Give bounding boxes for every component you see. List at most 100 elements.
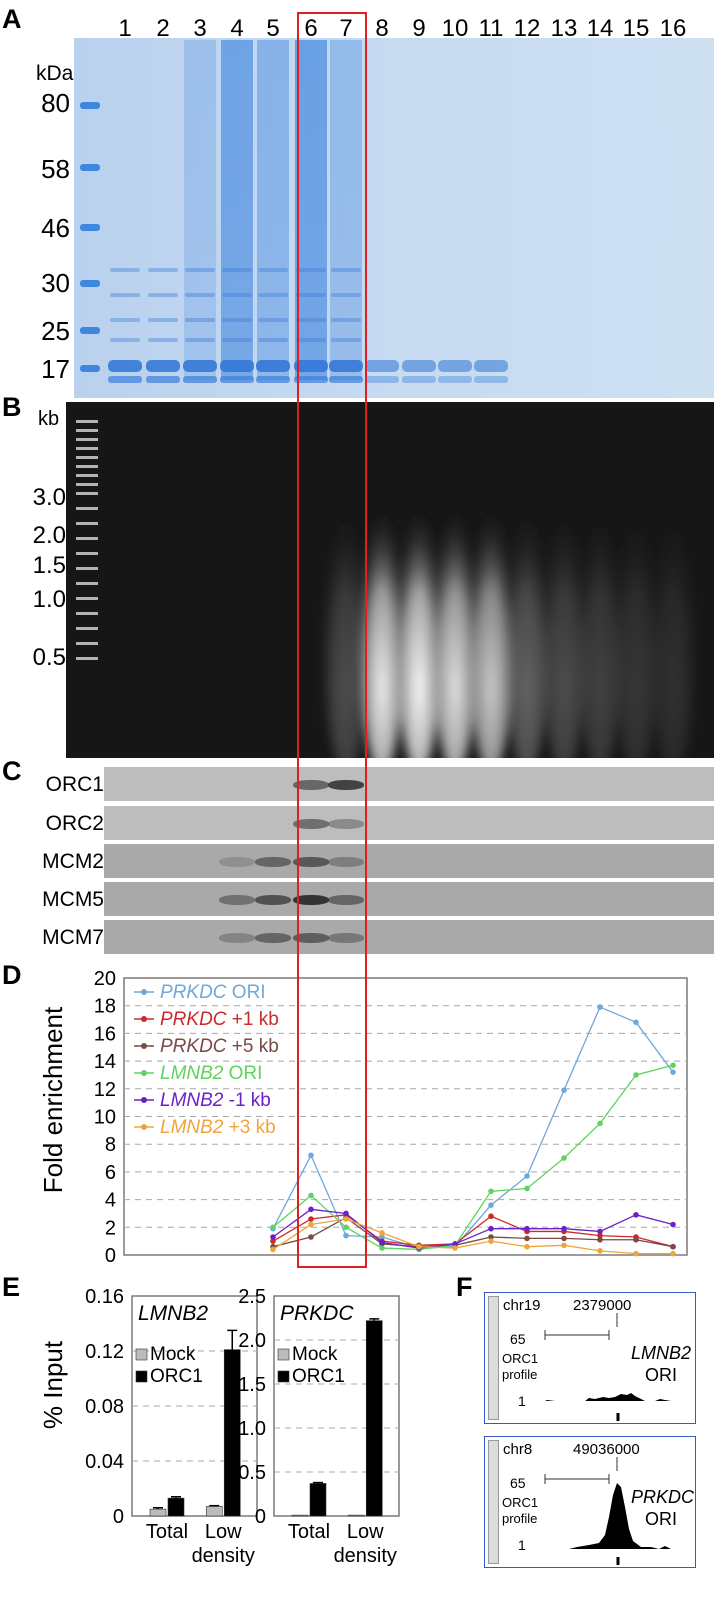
blot-band [328, 819, 364, 829]
data-point [561, 1087, 567, 1093]
ladder-band [76, 657, 98, 660]
data-point [597, 1232, 603, 1239]
blot-band [293, 895, 329, 905]
highlight-box-lanes-6-7 [297, 12, 367, 1268]
legend-entry: PRKDC +5 kb [160, 1036, 279, 1057]
data-point [379, 1245, 385, 1251]
blot-label: ORC2 [45, 812, 104, 835]
legend-entry: PRKDC +1 kb [160, 1009, 279, 1030]
chart-gene-title: PRKDC [280, 1302, 354, 1325]
legend-marker [141, 1070, 147, 1076]
kda-unit-label: kDa [36, 62, 74, 85]
track-side-bar [488, 1440, 499, 1564]
panel-letter-c: C [2, 756, 22, 786]
chart-gene-title: LMNB2 [138, 1302, 208, 1325]
genomic-position: 2379000 [573, 1297, 632, 1314]
dna-smear [431, 472, 479, 758]
lane-number: 6 [304, 15, 318, 42]
mw-marker-label: 17 [41, 354, 70, 384]
ladder-band [76, 522, 98, 525]
data-point [379, 1239, 385, 1246]
y-tick-label: 1.0 [238, 1418, 266, 1440]
y-tick-label: 0.5 [238, 1462, 266, 1484]
y-tick-label: 6 [105, 1162, 116, 1184]
mw-marker-label: 46 [41, 213, 70, 243]
panel-letter-d: D [2, 960, 22, 990]
ladder-band [80, 365, 100, 372]
ori-label: ORI [645, 1509, 678, 1529]
lane-number: 1 [118, 15, 132, 42]
protein-band [296, 318, 326, 322]
legend-marker [141, 989, 147, 995]
legend-gene: LMNB2 [160, 1117, 224, 1138]
protein-band [258, 318, 288, 322]
data-point [633, 1019, 639, 1026]
data-point [524, 1185, 530, 1192]
protein-band [148, 338, 178, 342]
lane-number: 9 [412, 15, 426, 42]
protein-band [185, 318, 215, 322]
data-point [633, 1236, 639, 1243]
bar [205, 1506, 223, 1517]
series-line [272, 1208, 674, 1249]
percent-input-ylabel: % Input [38, 1340, 68, 1429]
protein-smear [184, 40, 216, 380]
legend-gene: PRKDC [160, 1009, 227, 1030]
protein-band [258, 268, 288, 272]
series-line [272, 1214, 674, 1248]
blot-band [219, 857, 255, 867]
y-tick-label: 8 [105, 1134, 116, 1156]
blot-strip [104, 882, 714, 916]
category-label: Low [347, 1521, 384, 1543]
track-name-line1: ORC1 [502, 1495, 539, 1510]
track-name-line1: ORC1 [502, 1351, 539, 1366]
lane-number: 7 [339, 15, 353, 42]
data-point [270, 1234, 276, 1240]
signal-track [544, 1457, 671, 1565]
protein-band [183, 360, 217, 372]
data-point [670, 1062, 676, 1069]
panel-letter-f: F [456, 1272, 473, 1302]
protein-band [222, 268, 252, 272]
data-point [343, 1224, 349, 1231]
protein-band [258, 293, 288, 297]
orc1-signal [535, 1393, 671, 1401]
data-point [452, 1245, 458, 1251]
dna-smear [503, 472, 551, 758]
protein-band [331, 268, 361, 272]
gel-bands [80, 40, 508, 383]
protein-smear [221, 40, 253, 380]
protein-band [402, 376, 436, 383]
panel-letter-b: B [2, 392, 22, 422]
y-tick-label: 0 [113, 1506, 124, 1528]
dna-smear [467, 472, 515, 758]
protein-band [108, 360, 142, 372]
track-name-line2: profile [502, 1367, 538, 1382]
lane-number: 13 [550, 15, 578, 42]
ladder-band [76, 474, 98, 477]
blot-strip [104, 920, 714, 954]
category-label: density [334, 1545, 397, 1567]
data-point [308, 1152, 314, 1159]
y-tick-label: 20 [94, 968, 116, 990]
y-tick-label: 18 [94, 996, 116, 1018]
dna-smear [576, 472, 624, 758]
data-point [308, 1192, 314, 1199]
legend-entry: LMNB2 -1 kb [160, 1090, 271, 1111]
kb-marker-label: 0.5 [32, 644, 66, 671]
kb-marker-label: 1.5 [32, 552, 66, 579]
data-point [452, 1241, 458, 1247]
blot-label: MCM2 [42, 850, 104, 873]
data-point [270, 1224, 276, 1231]
legend-gene: LMNB2 [160, 1090, 224, 1111]
ladder-band [80, 327, 100, 334]
ladder-band [76, 447, 98, 450]
ladder-band [76, 537, 98, 540]
blot-band [219, 933, 255, 943]
agarose-gel [66, 402, 714, 758]
protein-band [331, 293, 361, 297]
data-point [524, 1173, 530, 1179]
